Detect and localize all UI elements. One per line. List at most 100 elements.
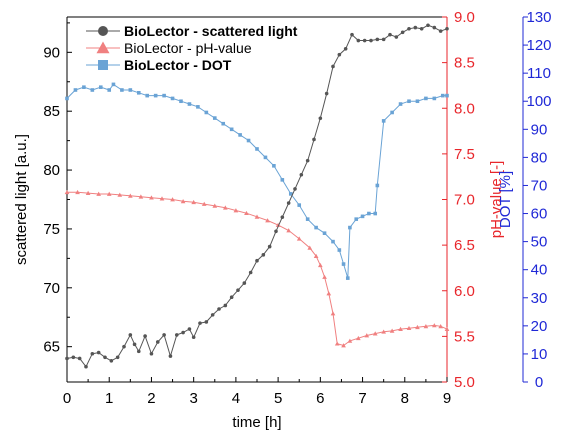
data-point (136, 91, 141, 95)
data-point (381, 119, 386, 123)
data-point (221, 121, 226, 126)
data-point (394, 35, 399, 39)
data-point (159, 196, 165, 201)
data-point (296, 236, 302, 241)
data-point (90, 351, 95, 356)
data-point (212, 203, 218, 208)
data-point (138, 194, 144, 199)
data-point (204, 320, 209, 324)
series-circle-group (65, 23, 449, 369)
data-point (85, 190, 91, 195)
data-point (272, 164, 276, 168)
right-ph-tick-label: 9.0 (454, 9, 475, 26)
data-point (407, 99, 411, 104)
data-point (350, 32, 354, 37)
data-point (107, 88, 112, 92)
data-point (103, 355, 107, 360)
data-point (423, 323, 429, 329)
series-square-group (65, 82, 449, 280)
right-dot-tick-label: 60 (531, 206, 548, 223)
data-point (337, 248, 342, 252)
legend-label: BioLector - pH-value (124, 40, 252, 56)
data-point (198, 321, 202, 325)
axis-labels: time [h] scattered light [a.u.] pH-value [… (13, 134, 514, 431)
data-point (149, 351, 154, 356)
data-point (431, 323, 437, 328)
data-point (132, 342, 137, 347)
data-point (355, 335, 361, 341)
legend-marker (96, 41, 110, 54)
data-point (263, 155, 268, 160)
data-point (77, 356, 82, 361)
data-point (170, 197, 175, 202)
data-point (191, 199, 197, 205)
right-dot-tick-label: 10 (531, 346, 548, 363)
data-point (229, 127, 234, 132)
data-point (267, 244, 272, 249)
data-point (162, 333, 166, 337)
data-point (212, 116, 217, 120)
data-point (415, 324, 420, 330)
data-point (236, 288, 240, 292)
series-layer (64, 23, 450, 369)
data-point (293, 187, 297, 191)
data-point (120, 88, 124, 92)
data-point (242, 281, 247, 285)
data-point (238, 133, 242, 137)
data-point (407, 26, 411, 31)
data-point (109, 359, 114, 363)
data-point (233, 208, 239, 213)
data-point (389, 328, 395, 333)
data-point (261, 253, 266, 257)
data-point (330, 311, 336, 316)
data-point (155, 340, 160, 344)
right-ph-axis-title: pH-value [-] (488, 161, 505, 239)
x-tick-label: 2 (147, 390, 155, 407)
series-triangle-group (64, 189, 450, 348)
data-point (334, 341, 340, 346)
data-point (90, 88, 95, 92)
right-dot-tick-label: 90 (531, 121, 548, 138)
data-point (162, 93, 166, 98)
data-point (364, 333, 370, 338)
series-line (66, 24, 448, 368)
right-dot-tick-label: 100 (526, 93, 551, 110)
right-ph-tick-label: 7.0 (454, 192, 475, 209)
right-dot-tick-label: 20 (531, 318, 548, 335)
data-point (223, 303, 228, 308)
data-point (444, 326, 450, 331)
data-point (128, 88, 133, 92)
data-point (322, 231, 327, 235)
data-point (445, 26, 449, 31)
data-point (255, 258, 259, 263)
data-point (367, 211, 371, 216)
right-ph-tick-label: 5.5 (454, 328, 475, 345)
right-ph-tick-label: 6.5 (454, 237, 475, 254)
data-point (210, 313, 215, 317)
data-point (388, 32, 392, 37)
data-point (438, 29, 443, 33)
data-point (286, 201, 291, 205)
x-tick-label: 6 (316, 390, 324, 407)
data-point (149, 195, 154, 200)
data-point (73, 88, 78, 92)
data-point (191, 335, 196, 340)
data-point (136, 349, 141, 354)
data-point (348, 225, 352, 230)
data-point (322, 274, 327, 279)
data-point (280, 178, 285, 182)
x-tick-label: 8 (401, 390, 409, 407)
right-ph-tick-label: 5.0 (454, 374, 475, 391)
legend-marker (98, 26, 108, 36)
data-point (432, 25, 437, 30)
data-point (275, 222, 281, 227)
x-tick-label: 7 (358, 390, 366, 407)
data-point (82, 85, 86, 89)
x-axis-title: time [h] (232, 414, 281, 431)
data-point (229, 295, 234, 300)
data-point (343, 46, 348, 51)
data-point (432, 96, 437, 101)
data-point (106, 191, 112, 196)
